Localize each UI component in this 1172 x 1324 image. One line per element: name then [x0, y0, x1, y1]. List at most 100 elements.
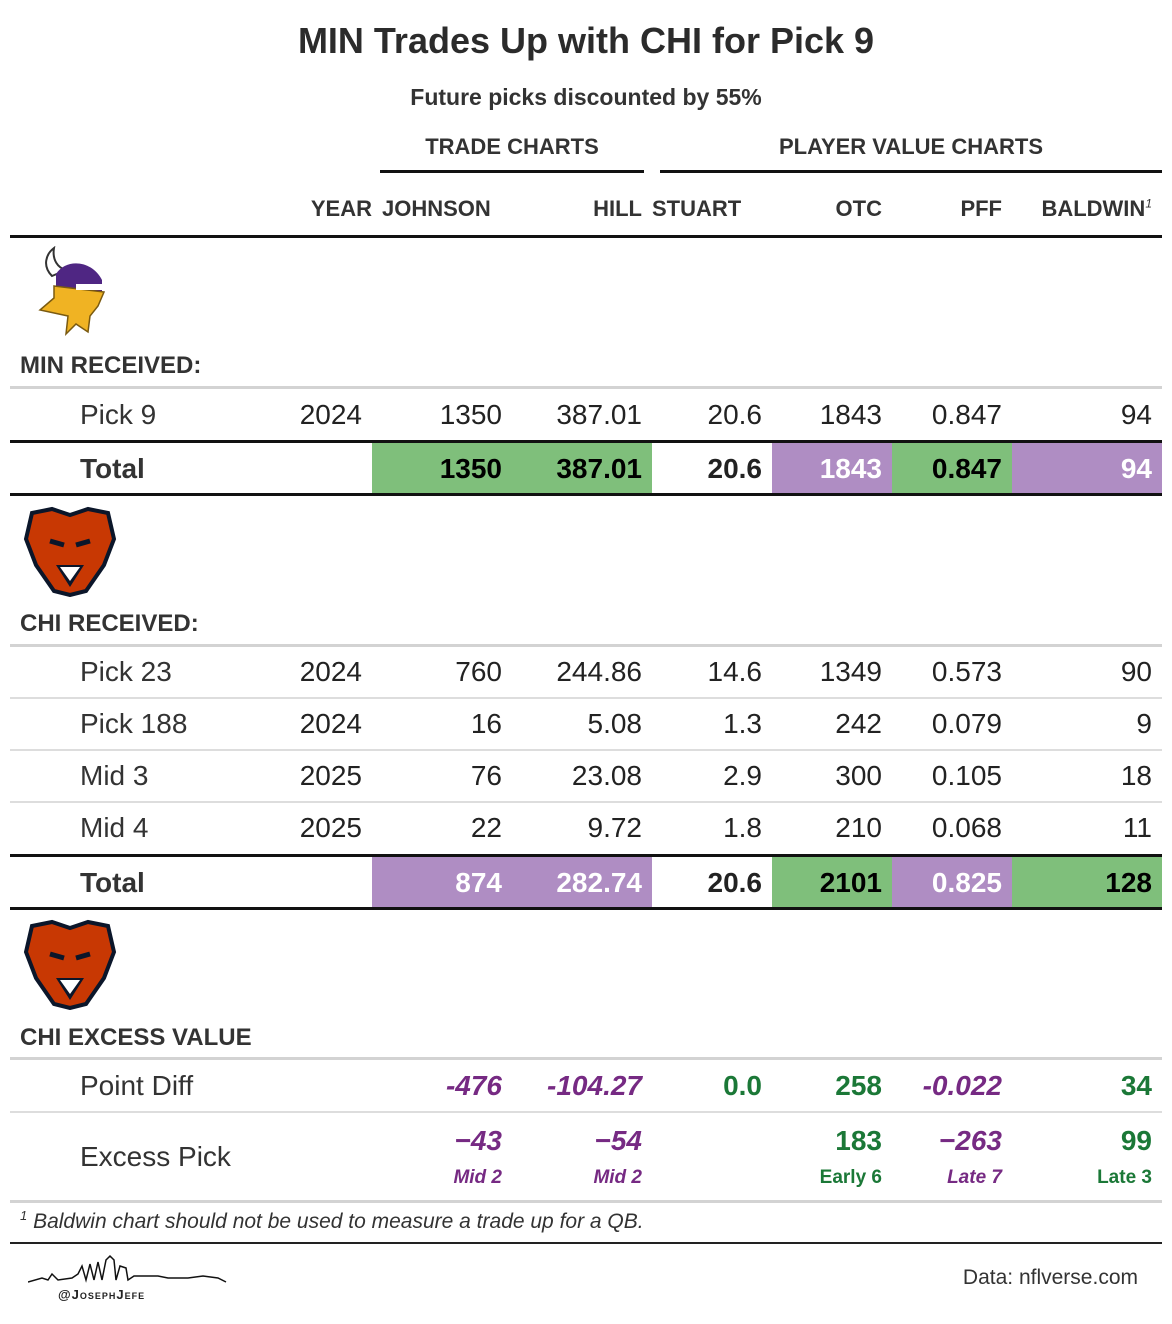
footnote-mark: 1 [1145, 196, 1152, 211]
cell-hill: 387.01 [556, 398, 642, 430]
group-header-player-value-charts: PLAYER VALUE CHARTS [660, 134, 1162, 173]
divider [10, 235, 1162, 238]
column-header-text: BALDWIN [1041, 196, 1146, 221]
cell-label: Pick 9 [80, 398, 157, 430]
cell-otc: 1843 [819, 398, 882, 430]
bears-logo [23, 506, 117, 597]
subtitle: Future picks discounted by 55% [410, 84, 762, 110]
cell-johnson: 76 [470, 760, 502, 791]
excess-pick-round: Mid 2 [593, 1167, 642, 1188]
cell-baldwin: 11 [1122, 812, 1152, 843]
cell-pff: 0.068 [931, 812, 1002, 843]
excess-pick-round: Late 7 [947, 1167, 1002, 1188]
divider [10, 1111, 1162, 1113]
cell-johnson: 760 [455, 656, 502, 687]
excess-pick-value: 99 [1120, 1125, 1152, 1156]
cell-otc: 2101 [772, 857, 892, 908]
divider [10, 907, 1162, 910]
data-source: Data: nflverse.com [962, 1266, 1138, 1289]
divider [10, 386, 1162, 389]
cell-label: Point Diff [80, 1070, 194, 1101]
section-label-min-received: MIN RECEIVED: [20, 352, 202, 379]
cell-hill: 23.08 [571, 760, 642, 791]
cell-year [272, 1060, 372, 1112]
table-row: Total 1350 387.01 20.6 1843 0.847 94 [10, 443, 1162, 494]
footnote-mark: 1 [20, 1208, 28, 1223]
cell-baldwin: 128 [1012, 857, 1162, 908]
table-row: Total 874 282.74 20.6 2101 0.825 128 [10, 857, 1162, 908]
cell-pff: 0.105 [931, 760, 1002, 791]
section-label-chi-excess-value: CHI EXCESS VALUE [20, 1024, 252, 1051]
cell-johnson: −43 Mid 2 [372, 1114, 512, 1200]
column-header-baldwin: BALDWIN1 [1022, 196, 1152, 226]
excess-pick-value: −263 [938, 1125, 1002, 1156]
cell-hill: 5.08 [587, 708, 643, 739]
footnote-text: Baldwin chart should not be used to meas… [33, 1210, 644, 1233]
cell-stuart: 1.8 [723, 812, 762, 843]
cell-stuart: 20.6 [707, 398, 763, 430]
cell-otc: 210 [835, 812, 882, 843]
bears-logo [23, 919, 117, 1010]
cell-baldwin: 94 [1012, 443, 1162, 494]
section-label-chi-received: CHI RECEIVED: [20, 610, 199, 637]
table-row: Pick 9 2024 1350 387.01 20.6 1843 0.847 94 [10, 389, 1162, 440]
column-header-otc: OTC [835, 196, 882, 221]
table-row: Mid 4 2025 22 9.72 1.8 210 0.068 11 [10, 803, 1162, 853]
cell-stuart: 14.6 [707, 656, 763, 687]
cell-otc: 1843 [772, 443, 892, 494]
divider [10, 493, 1162, 496]
column-header-johnson: JOHNSON [382, 196, 491, 221]
cell-label: Total [80, 866, 145, 898]
cell-baldwin: 94 [1120, 398, 1152, 430]
cell-label: Mid 4 [80, 812, 149, 843]
vikings-logo [38, 246, 106, 337]
cell-stuart: 0.0 [723, 1070, 762, 1101]
table-row: Pick 188 2024 16 5.08 1.3 242 0.079 9 [10, 699, 1162, 749]
cell-johnson: 1350 [372, 443, 512, 494]
cell-year: 2025 [299, 760, 362, 791]
column-header-stuart: STUART [652, 196, 742, 221]
cell-johnson: 874 [372, 857, 512, 908]
table-row: Mid 3 2025 76 23.08 2.9 300 0.105 18 [10, 751, 1162, 801]
divider [10, 801, 1162, 803]
cell-year [272, 443, 372, 494]
cell-hill: 244.86 [556, 656, 642, 687]
cell-stuart: 20.6 [707, 866, 763, 898]
cell-otc: 242 [835, 708, 882, 739]
cell-label: Pick 23 [80, 656, 172, 687]
excess-pick-value: 183 [835, 1125, 882, 1156]
divider [10, 697, 1162, 699]
excess-pick-value: −54 [594, 1125, 643, 1156]
cell-hill: 282.74 [512, 857, 652, 908]
cell-pff: 0.573 [931, 656, 1002, 687]
cell-otc: 183 Early 6 [772, 1114, 892, 1200]
cell-baldwin: 18 [1120, 760, 1152, 791]
cell-otc: 258 [835, 1070, 882, 1101]
cell-johnson: 1350 [439, 398, 502, 430]
table-row: Pick 23 2024 760 244.86 14.6 1349 0.573 90 [10, 647, 1162, 697]
cell-baldwin: 34 [1120, 1070, 1152, 1101]
column-header-pff: PFF [960, 196, 1002, 221]
cell-baldwin: 9 [1136, 708, 1152, 739]
cell-pff: 0.079 [931, 708, 1002, 739]
cell-johnson: 22 [470, 812, 502, 843]
table-row: Excess Pick −43 Mid 2 −54 Mid 2 183 Early 6 −26… [10, 1114, 1162, 1200]
excess-pick-round: Mid 2 [453, 1167, 502, 1188]
cell-label: Mid 3 [80, 760, 149, 791]
cell-year [272, 857, 372, 908]
cell-label: Total [80, 452, 145, 484]
excess-pick-value: −43 [454, 1125, 503, 1156]
cell-stuart [652, 1114, 772, 1200]
cell-otc: 1349 [819, 656, 882, 687]
cell-stuart: 20.6 [707, 452, 763, 484]
cell-year [272, 1114, 372, 1200]
divider [10, 1242, 1162, 1244]
divider [10, 1057, 1162, 1060]
cell-johnson: 16 [470, 708, 502, 739]
cell-hill: −54 Mid 2 [512, 1114, 652, 1200]
cell-pff: −263 Late 7 [892, 1114, 1012, 1200]
divider [10, 749, 1162, 751]
divider [10, 644, 1162, 647]
divider [10, 854, 1162, 857]
cell-otc: 300 [835, 760, 882, 791]
